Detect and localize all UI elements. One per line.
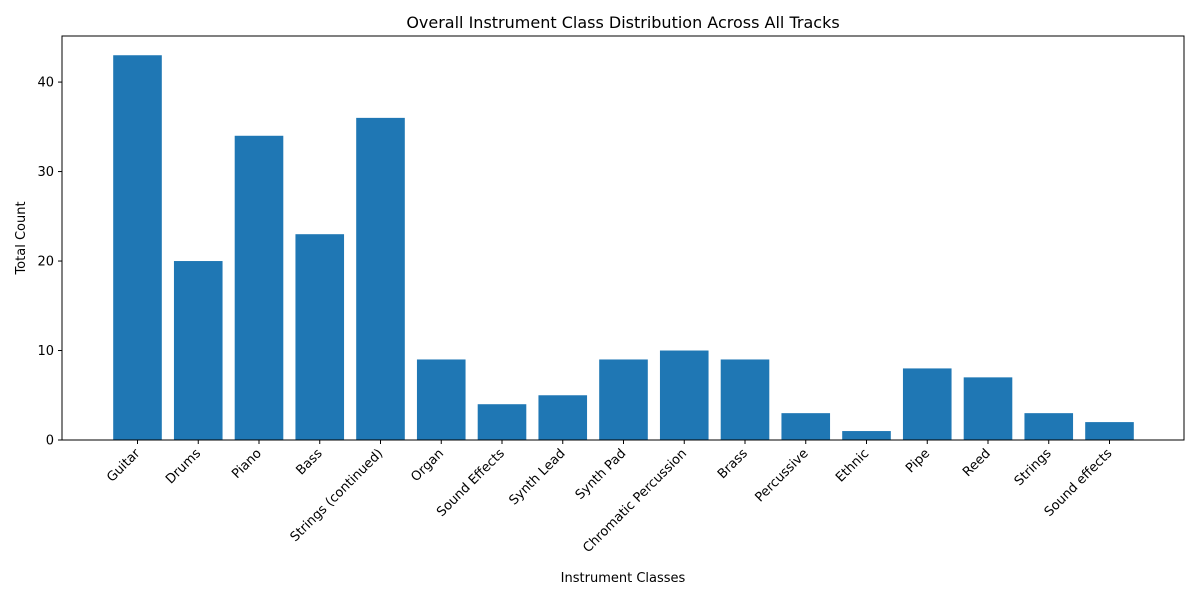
plot-frame xyxy=(61,35,1185,441)
x-tick-label: Pipe xyxy=(903,446,933,476)
y-tick-label: 20 xyxy=(37,255,54,270)
bar-organ xyxy=(416,359,466,440)
bar-pipe xyxy=(902,368,952,440)
y-tick-label: 0 xyxy=(46,434,54,449)
bar-strings xyxy=(1024,413,1074,440)
chart-title: Overall Instrument Class Distribution Ac… xyxy=(406,13,839,32)
bar-brass xyxy=(720,359,770,440)
bar-drums xyxy=(173,261,223,440)
y-axis-label: Total Count xyxy=(14,201,29,275)
x-tick-label: Reed xyxy=(960,446,994,480)
bar-synth-pad xyxy=(599,359,648,440)
x-tick-label: Strings xyxy=(1012,446,1055,489)
bars-group xyxy=(113,55,1134,441)
y-axis-ticks: 0 10 20 30 40 xyxy=(37,76,62,449)
bar-synth-lead xyxy=(538,395,588,440)
x-tick-label: Drums xyxy=(163,446,204,487)
y-tick-label: 40 xyxy=(37,76,54,91)
x-tick-label: Ethnic xyxy=(833,446,872,485)
x-tick-label: Guitar xyxy=(104,446,144,486)
bar-chromatic-percussion xyxy=(659,350,709,440)
x-tick-label: Bass xyxy=(293,446,325,478)
bar-piano xyxy=(234,135,284,440)
x-tick-label: Brass xyxy=(715,446,751,482)
x-tick-label: Synth Lead xyxy=(506,446,568,508)
x-tick-label: Synth Pad xyxy=(573,446,630,503)
x-axis-label: Instrument Classes xyxy=(561,571,686,586)
y-tick-label: 30 xyxy=(37,165,54,180)
bar-sound-effects xyxy=(477,404,527,440)
x-tick-label: Chromatic Percussion xyxy=(580,446,690,556)
bar-ethnic xyxy=(842,431,891,440)
x-tick-label: Piano xyxy=(229,446,265,482)
y-tick-label: 10 xyxy=(37,344,54,359)
bar-sound-effects xyxy=(1085,422,1134,440)
bar-bass xyxy=(295,234,345,440)
bar-strings-continued xyxy=(356,117,405,441)
bar-guitar xyxy=(113,55,162,441)
bar-reed xyxy=(963,377,1013,440)
x-tick-label: Percussive xyxy=(752,446,811,505)
x-tick-label: Organ xyxy=(408,446,447,485)
bar-percussive xyxy=(781,413,831,440)
